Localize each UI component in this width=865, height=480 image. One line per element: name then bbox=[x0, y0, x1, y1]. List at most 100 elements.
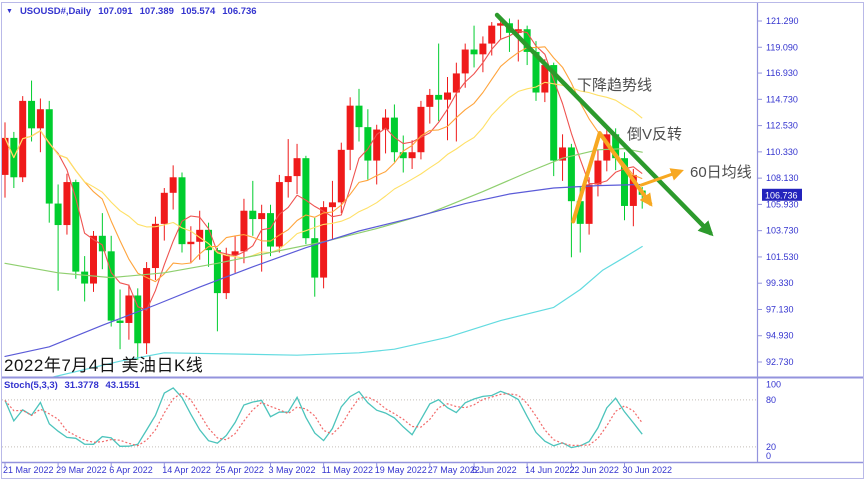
candle-body bbox=[550, 65, 558, 161]
x-axis-label: 11 May 2022 bbox=[322, 465, 373, 475]
candle-body bbox=[461, 49, 469, 74]
y-axis-label: 110.330 bbox=[766, 147, 798, 157]
stoch-axis-label: 0 bbox=[766, 451, 771, 461]
candle-body bbox=[532, 51, 540, 93]
candle-body bbox=[213, 250, 221, 294]
candle-body bbox=[435, 94, 443, 100]
ma-line-ma20 bbox=[4, 81, 643, 259]
symbol-dropdown-icon[interactable]: ▼ bbox=[6, 8, 13, 15]
candle-body bbox=[63, 182, 71, 226]
y-axis-label: 114.730 bbox=[766, 94, 798, 104]
x-axis-label: 21 Mar 2022 bbox=[3, 465, 54, 475]
x-axis-label: 6 Apr 2022 bbox=[109, 465, 153, 475]
stochastic-indicator-label: Stoch(5,3,3) 31.3778 43.1551 bbox=[4, 380, 144, 391]
candle-body bbox=[125, 295, 133, 323]
candle-body bbox=[337, 149, 345, 203]
candle-body bbox=[28, 100, 36, 129]
candle-body bbox=[576, 201, 584, 224]
candle-body bbox=[612, 134, 620, 159]
candle-body bbox=[72, 182, 80, 272]
x-axis-label: 25 Apr 2022 bbox=[215, 465, 264, 475]
candle-body bbox=[328, 202, 336, 208]
x-axis-label: 22 Jun 2022 bbox=[569, 465, 619, 475]
annotation-ma60-label: 60日均线 bbox=[690, 164, 752, 181]
candle-body bbox=[98, 235, 106, 252]
y-axis-label: 99.330 bbox=[766, 278, 794, 288]
y-axis-label: 116.930 bbox=[766, 68, 798, 78]
candle-body bbox=[346, 105, 354, 150]
y-axis-label: 94.930 bbox=[766, 331, 794, 341]
candle-body bbox=[134, 295, 142, 344]
candle-body bbox=[523, 29, 531, 52]
ma-line-ma5 bbox=[4, 30, 643, 311]
x-axis-label: 30 Jun 2022 bbox=[623, 465, 673, 475]
ma60-pointer-arrow[interactable] bbox=[639, 168, 684, 187]
candle-body bbox=[541, 65, 549, 93]
x-axis-label: 14 Jun 2022 bbox=[525, 465, 575, 475]
stoch-k-line bbox=[4, 387, 643, 449]
candle-body bbox=[267, 213, 274, 247]
main-pane[interactable] bbox=[2, 12, 714, 378]
candle-body bbox=[603, 134, 611, 161]
x-axis-label: 27 May 2022 bbox=[428, 465, 480, 475]
candle-body bbox=[36, 109, 44, 129]
x-axis-label: 29 Mar 2022 bbox=[56, 465, 107, 475]
candle-body bbox=[258, 213, 266, 220]
stochastic-name: Stoch(5,3,3) bbox=[4, 380, 58, 391]
candle-body bbox=[355, 105, 363, 128]
candle-body bbox=[479, 43, 487, 55]
y-axis-label: 121.290 bbox=[766, 16, 799, 26]
annotation-inverted-v-reversal: 倒V反转 bbox=[627, 126, 683, 143]
quote-open: 107.091 bbox=[98, 6, 133, 17]
stochastic-d-value: 43.1551 bbox=[105, 380, 140, 391]
y-axis-label: 101.530 bbox=[766, 252, 799, 262]
candle-body bbox=[81, 271, 89, 284]
y-axis-label: 92.730 bbox=[766, 357, 794, 367]
quote-low: 105.574 bbox=[180, 6, 216, 17]
inverted-v-arrow-drawing[interactable] bbox=[571, 131, 653, 224]
stoch-d-line bbox=[4, 392, 643, 447]
ma-line-ma10 bbox=[4, 46, 643, 283]
candle-body bbox=[205, 229, 213, 251]
candle-body bbox=[169, 177, 177, 193]
candle-body bbox=[629, 174, 637, 206]
x-axis-label: 3 May 2022 bbox=[269, 465, 316, 475]
candle-body bbox=[178, 177, 186, 245]
candle-body bbox=[390, 117, 398, 153]
candle-body bbox=[559, 147, 567, 161]
candle-body bbox=[417, 106, 425, 153]
candle-body bbox=[196, 229, 204, 242]
candle-body bbox=[408, 152, 416, 159]
symbol-timeframe-label: USOUSD#,Daily bbox=[19, 6, 92, 17]
quote-close: 106.736 bbox=[222, 6, 257, 17]
stochastic-k-value: 31.3778 bbox=[64, 380, 99, 391]
candle-body bbox=[116, 320, 124, 323]
candle-body bbox=[187, 241, 195, 245]
stoch-axis-label: 100 bbox=[766, 379, 781, 389]
current-price-tag bbox=[762, 188, 802, 201]
y-axis-label: 97.130 bbox=[766, 304, 794, 314]
candle-body bbox=[470, 49, 478, 55]
candle-body bbox=[90, 235, 97, 284]
candle-body bbox=[399, 152, 407, 159]
downtrend-line-drawing[interactable] bbox=[494, 12, 714, 237]
candle-body bbox=[45, 109, 53, 204]
candle-body bbox=[2, 137, 9, 175]
y-axis-label: 119.090 bbox=[766, 42, 798, 52]
candle-body bbox=[488, 25, 496, 44]
y-axis-label: 103.730 bbox=[766, 226, 799, 236]
stoch-pane[interactable] bbox=[2, 387, 757, 449]
candle-body bbox=[426, 94, 434, 107]
candle-body bbox=[382, 117, 390, 130]
annotation-downtrend-line: 下降趋势线 bbox=[577, 77, 653, 94]
stoch-axis-label: 80 bbox=[766, 395, 776, 405]
x-axis-label: 19 May 2022 bbox=[375, 465, 427, 475]
candle-body bbox=[222, 254, 230, 294]
ma-line-ma40 bbox=[4, 148, 643, 279]
candle-body bbox=[284, 176, 292, 183]
candle-body bbox=[151, 223, 159, 269]
y-axis-label: 108.130 bbox=[766, 173, 799, 183]
